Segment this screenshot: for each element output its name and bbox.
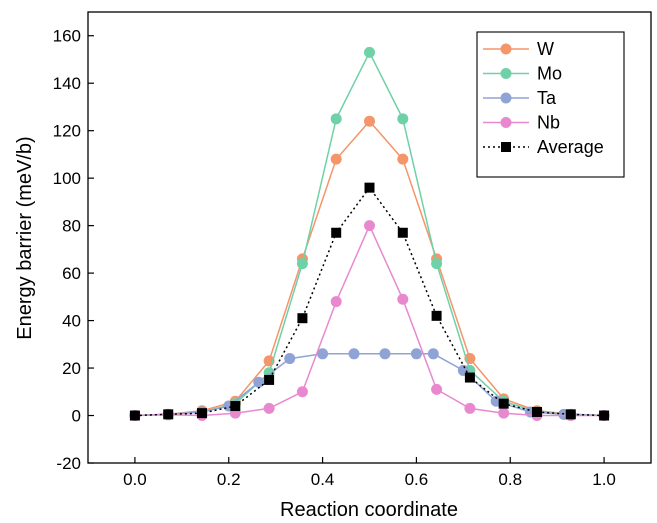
series-line-nb: [134, 223, 605, 417]
data-point: [364, 220, 375, 232]
legend-marker: [500, 117, 512, 128]
plot-frame: [87, 11, 652, 464]
data-point: [379, 348, 391, 360]
data-point: [264, 374, 275, 385]
y-tick-label: 20: [62, 359, 81, 378]
y-tick-label: 80: [62, 217, 81, 236]
legend-marker: [501, 142, 511, 152]
data-point: [397, 293, 409, 305]
legend-item-average: Average: [483, 137, 604, 157]
data-point: [431, 258, 443, 270]
data-point: [317, 348, 329, 360]
data-point: [330, 113, 342, 125]
legend-label: Ta: [537, 88, 557, 108]
legend-item-nb: Nb: [483, 113, 560, 133]
data-point: [397, 113, 409, 125]
data-point: [253, 376, 265, 388]
y-tick-label: 120: [53, 122, 81, 141]
x-tick-label: 0.2: [217, 470, 241, 489]
legend-label: Average: [537, 137, 604, 157]
data-point: [364, 115, 375, 127]
data-point: [364, 182, 375, 193]
data-point: [464, 372, 475, 383]
data-point: [330, 296, 342, 308]
y-tick-label: -20: [56, 454, 81, 473]
data-point: [364, 46, 375, 58]
y-tick-label: 60: [62, 264, 81, 283]
series-line-ta: [134, 353, 605, 417]
data-point: [197, 408, 208, 419]
x-axis-title: Reaction coordinate: [280, 499, 458, 521]
series-layer: [129, 46, 610, 422]
data-point: [263, 402, 275, 414]
y-tick-label: 0: [72, 407, 81, 426]
y-tick-label: 40: [62, 312, 81, 331]
series-average: [129, 182, 610, 421]
data-point: [464, 402, 476, 414]
legend-item-w: W: [483, 39, 554, 59]
data-point: [431, 310, 442, 321]
legend: W Mo Ta Nb Average: [476, 31, 625, 178]
y-tick-label: 160: [53, 27, 81, 46]
data-point: [599, 410, 610, 421]
data-point: [129, 410, 140, 421]
data-point: [284, 353, 296, 365]
legend-label: Nb: [537, 113, 560, 133]
legend-item-mo: Mo: [483, 64, 562, 84]
x-tick-label: 0.4: [311, 470, 335, 489]
legend-marker: [500, 43, 512, 55]
data-point: [230, 401, 241, 412]
x-tick-label: 0.0: [123, 470, 147, 489]
data-point: [331, 227, 342, 238]
data-point: [427, 348, 439, 360]
data-point: [296, 386, 308, 398]
x-tick-label: 1.0: [592, 470, 616, 489]
x-tick-label: 0.8: [498, 470, 522, 489]
legend-marker: [500, 68, 512, 79]
data-point: [297, 313, 308, 324]
series-nb: [129, 220, 610, 422]
data-point: [498, 398, 509, 409]
data-point: [397, 153, 409, 165]
legend-label: Mo: [537, 64, 562, 84]
x-tick-label: 0.6: [405, 470, 429, 489]
data-point: [330, 153, 342, 165]
legend-box: [476, 31, 625, 178]
data-point: [431, 383, 443, 395]
legend-item-ta: Ta: [483, 88, 557, 108]
data-point: [348, 348, 360, 360]
data-point: [163, 409, 174, 420]
data-point: [498, 407, 510, 419]
data-point: [397, 227, 408, 238]
data-point: [531, 406, 542, 417]
data-point: [410, 348, 422, 360]
data-point: [296, 258, 308, 270]
y-tick-label: 100: [53, 169, 81, 188]
legend-marker: [500, 92, 512, 104]
y-tick-label: 140: [53, 74, 81, 93]
ticks-layer: 0.0 0.2 0.4 0.6 0.8 1.0 -20 0 20 40 60 80 100 120 140 1…: [53, 27, 616, 489]
y-axis-title: Energy barrier (meV/b): [14, 136, 36, 339]
legend-label: W: [537, 39, 554, 59]
data-point: [565, 409, 576, 420]
